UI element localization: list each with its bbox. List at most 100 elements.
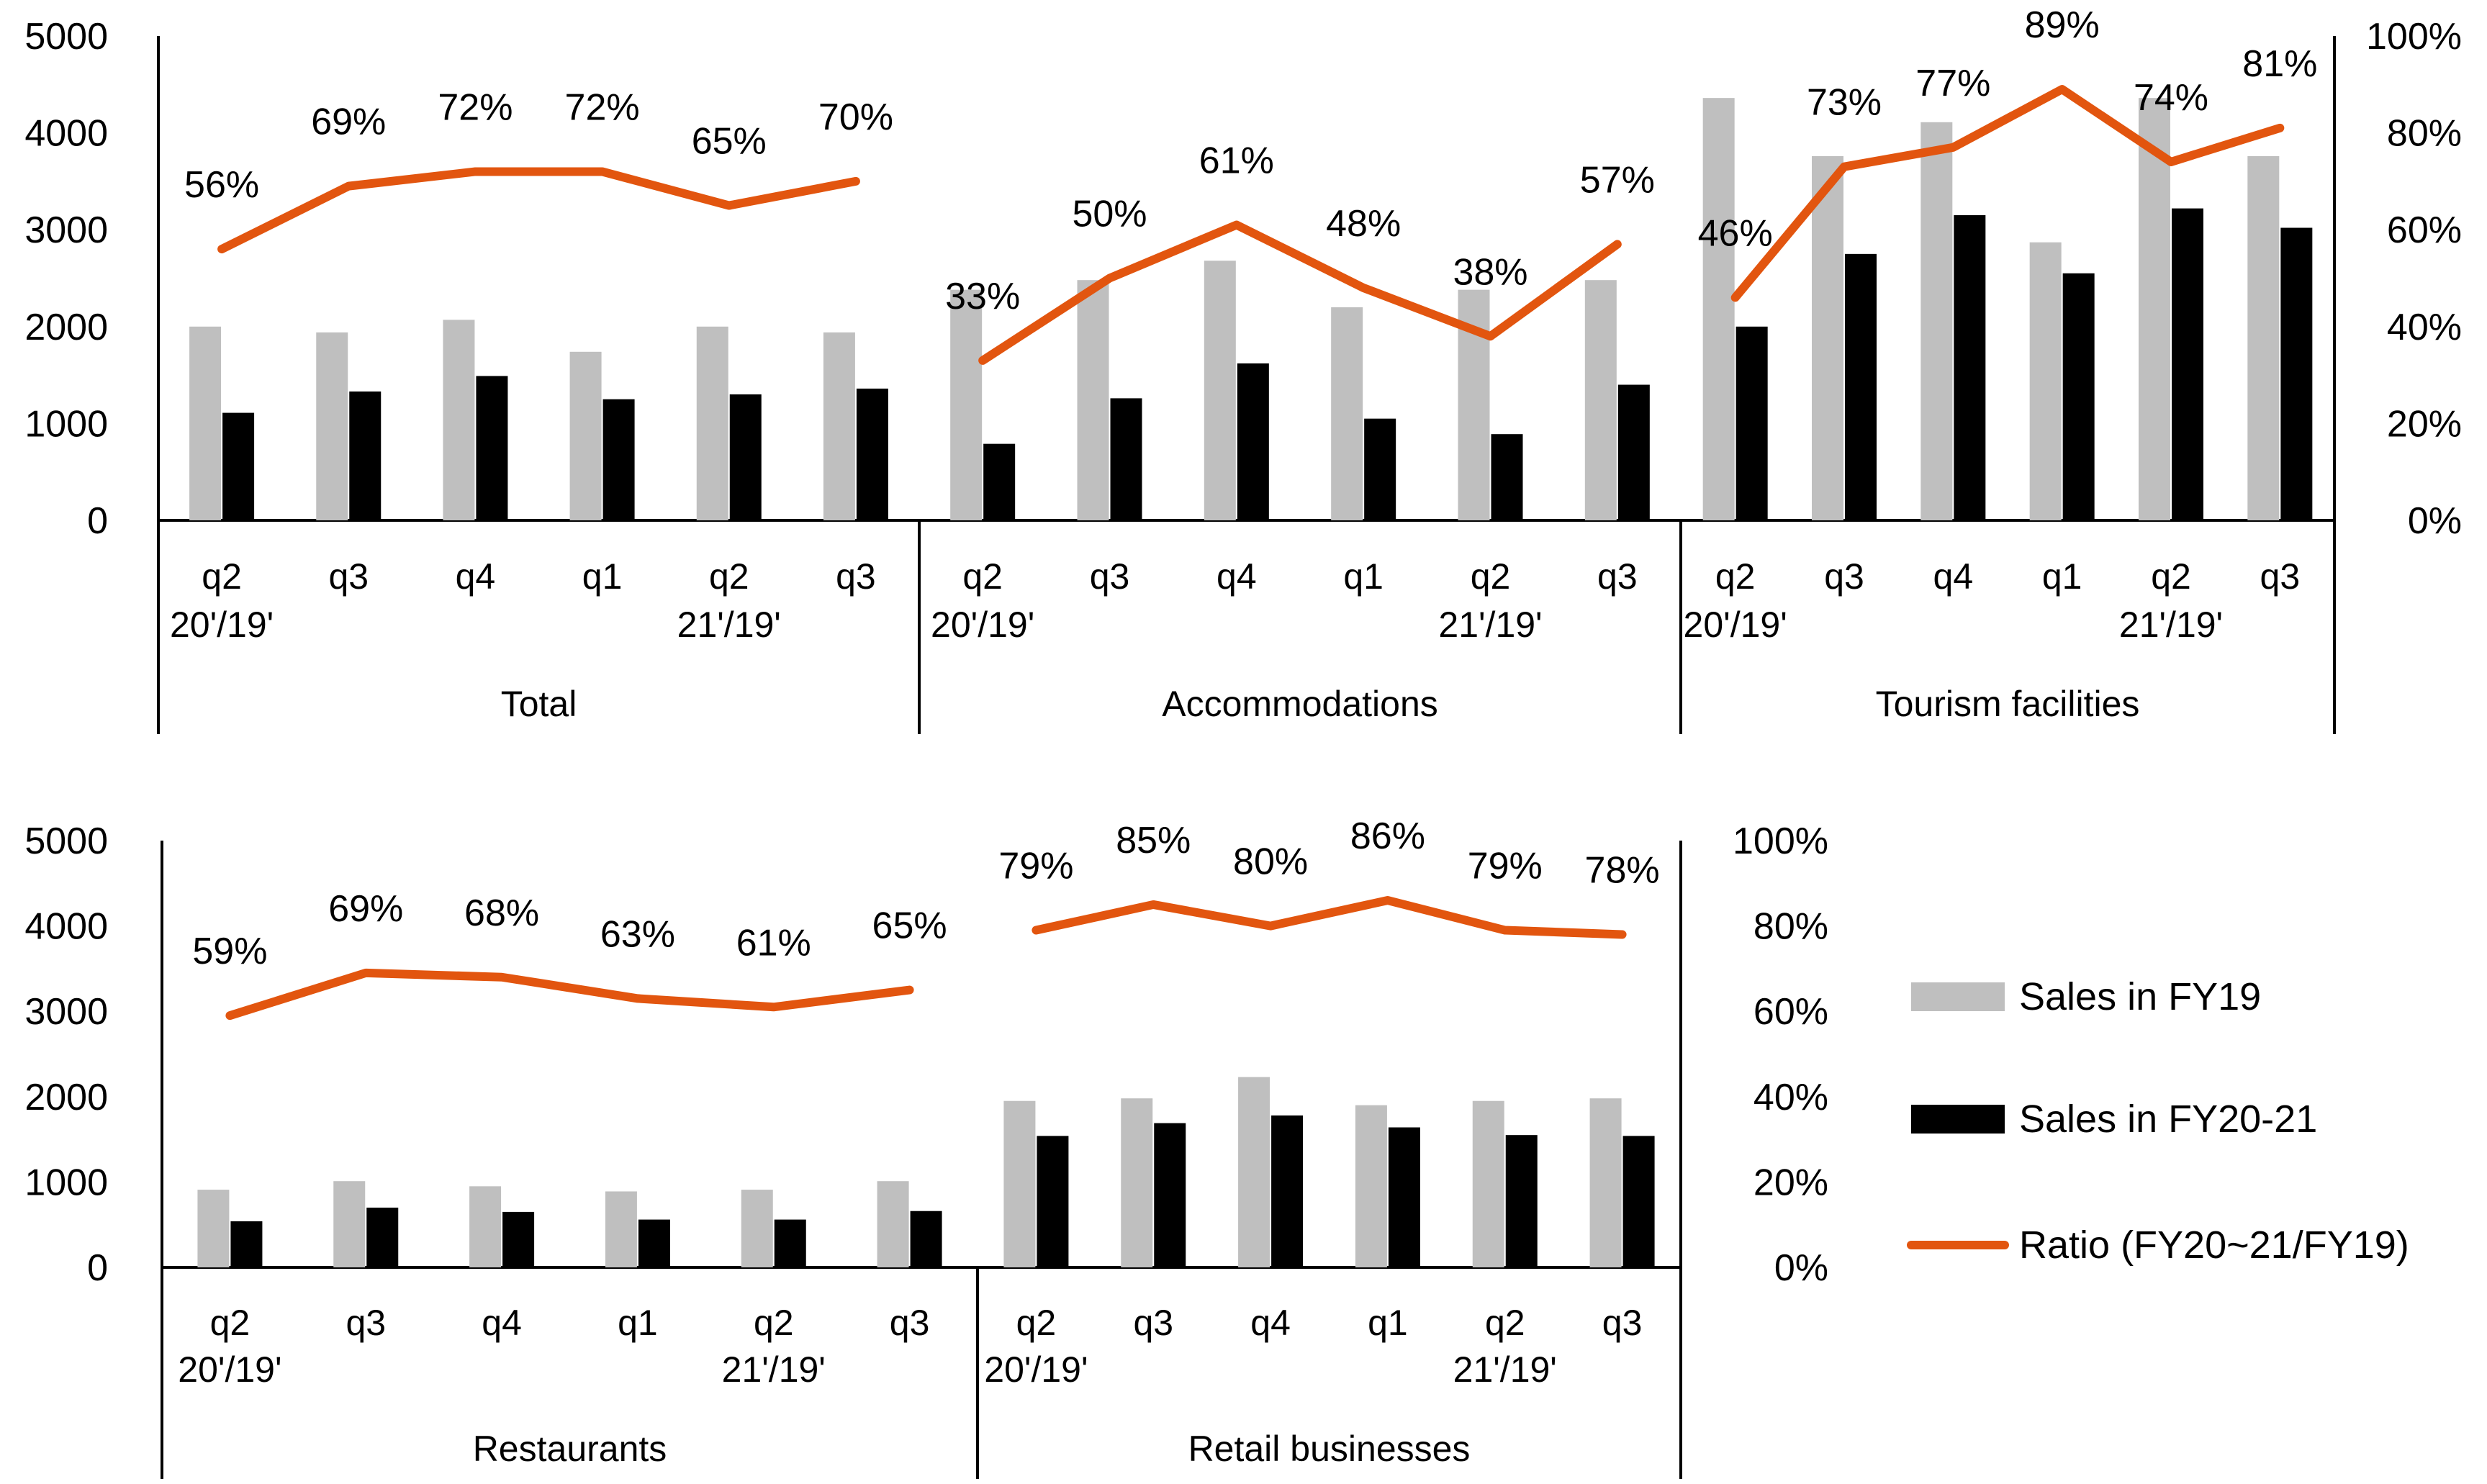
bar-fy20-21 [910,1211,942,1267]
bar-fy19 [443,320,475,520]
y-tick-label-right: 80% [1753,906,1828,948]
y-tick-label-right: 60% [2387,209,2462,251]
panel-accommodations: q2 20'/19' q3 q4 q1 q2 21'/19' q3 33% 50% 61% 48% 38… [931,140,1655,724]
bar-fy20-21 [774,1219,806,1267]
legend-label-fy2021: Sales in FY20-21 [2019,1098,2317,1141]
bar-fy20-21 [1954,215,1986,520]
category-quarter-label: q4 [1217,556,1257,597]
bar-fy19 [1355,1105,1387,1267]
bar-fy20-21 [1271,1115,1304,1267]
category-quarter-label: q1 [1343,556,1384,597]
y-tick-label-left: 5000 [24,16,108,58]
group-label: Total [501,684,577,724]
bar-fy19 [2139,98,2170,521]
category-quarter-label: q2 [1485,1303,1525,1343]
legend: Sales in FY19 Sales in FY20-21 Ratio (FY20… [1907,975,2409,1267]
category-quarter-label: q3 [2260,556,2301,597]
bar-fy20-21 [638,1219,670,1267]
bar-fy19 [823,332,855,520]
bar-fy19 [333,1181,366,1267]
ratio-data-label: 61% [736,922,811,964]
ratio-data-label: 46% [1698,212,1773,254]
ratio-data-label: 68% [464,892,539,934]
category-quarter-label: q2 [1715,556,1756,597]
category-period-label: 20'/19' [170,605,274,645]
ratio-data-label: 89% [2025,4,2100,46]
bar-fy19 [197,1190,230,1267]
category-quarter-label: q2 [202,556,242,597]
y-tick-label-left: 1000 [24,403,108,445]
group-label: Retail businesses [1188,1429,1471,1469]
ratio-data-label: 59% [192,931,267,972]
category-period-label: 20'/19' [178,1349,281,1390]
bar-fy20-21 [230,1221,263,1267]
bar-fy19 [1077,280,1109,520]
y-tick-label-left: 2000 [24,1077,108,1118]
bar-fy19 [1812,155,1843,521]
category-quarter-label: q1 [2042,556,2082,597]
y-tick-label-left: 3000 [24,209,108,251]
category-quarter-label: q3 [836,556,876,597]
bar-fy19 [1589,1098,1622,1267]
bar-fy20-21 [1110,398,1142,520]
bar-fy20-21 [349,391,382,520]
y-tick-label-left: 1000 [24,1162,108,1203]
bar-fy19 [741,1190,773,1267]
bar-fy19 [696,326,728,520]
ratio-data-label: 70% [818,96,893,138]
category-quarter-label: q1 [582,556,623,597]
category-quarter-label: q2 [709,556,749,597]
category-quarter-label: q3 [890,1303,930,1343]
ratio-line [978,220,1622,365]
bar-fy20-21 [2280,227,2313,520]
bar-fy19 [1584,280,1617,520]
category-quarter-label: q3 [1597,556,1638,597]
ratio-data-label: 86% [1350,815,1425,857]
bar-fy20-21 [1505,1135,1538,1267]
category-period-label: 21'/19' [722,1349,826,1390]
bar-fy19 [569,351,602,520]
y-tick-label-right: 0% [1774,1247,1828,1289]
category-period-label: 20'/19' [931,605,1034,645]
category-quarter-label: q4 [1933,556,1974,597]
bar-fy19 [877,1181,909,1267]
bar-fy20-21 [366,1207,399,1267]
ratio-data-label: 48% [1326,203,1401,245]
category-period-label: 20'/19' [984,1349,1088,1390]
ratio-data-label: 65% [872,905,947,947]
legend-swatch-fy2021 [1911,1105,2005,1134]
category-quarter-label: q1 [1368,1303,1408,1343]
category-period-label: 21'/19' [2119,605,2223,645]
ratio-line [217,167,860,254]
panel-tourism-facilities: q2 20'/19' q3 q4 q1 q2 21'/19' q3 46% 73% 77% 89% 74… [1684,4,2318,724]
ratio-data-label: 72% [565,86,640,128]
bar-fy20-21 [1617,384,1650,520]
bar-fy19 [1003,1100,1036,1267]
bar-fy19 [316,332,348,520]
y-tick-label-right: 40% [1753,1077,1828,1118]
bar-fy20-21 [476,376,508,520]
bar-fy20-21 [1388,1127,1420,1267]
ratio-data-label: 69% [311,101,386,143]
ratio-data-label: 38% [1453,251,1527,293]
bar-fy20-21 [222,412,255,520]
panel-restaurants: q2 20'/19' q3 q4 q1 q2 21'/19' q3 59% 69% 68% 63% 61… [178,888,947,1469]
ratio-data-label: 56% [184,164,259,206]
group-label: Accommodations [1162,684,1438,724]
bar-fy19 [1702,98,1735,521]
category-quarter-label: q2 [1016,1303,1057,1343]
ratio-line [1032,896,1627,939]
ratio-data-label: 79% [998,846,1073,887]
ratio-data-label: 81% [2242,43,2317,85]
bar-fy20-21 [502,1211,535,1267]
bar-fy19 [1331,307,1363,520]
ratio-line [225,968,914,1021]
category-quarter-label: q4 [456,556,496,597]
category-quarter-label: q3 [1090,556,1130,597]
ratio-data-label: 74% [2134,77,2208,119]
y-tick-label-right: 100% [1733,820,1828,862]
category-period-label: 20'/19' [1684,605,1787,645]
bar-fy20-21 [1237,363,1269,520]
category-quarter-label: q2 [1471,556,1511,597]
bar-fy20-21 [856,388,888,520]
